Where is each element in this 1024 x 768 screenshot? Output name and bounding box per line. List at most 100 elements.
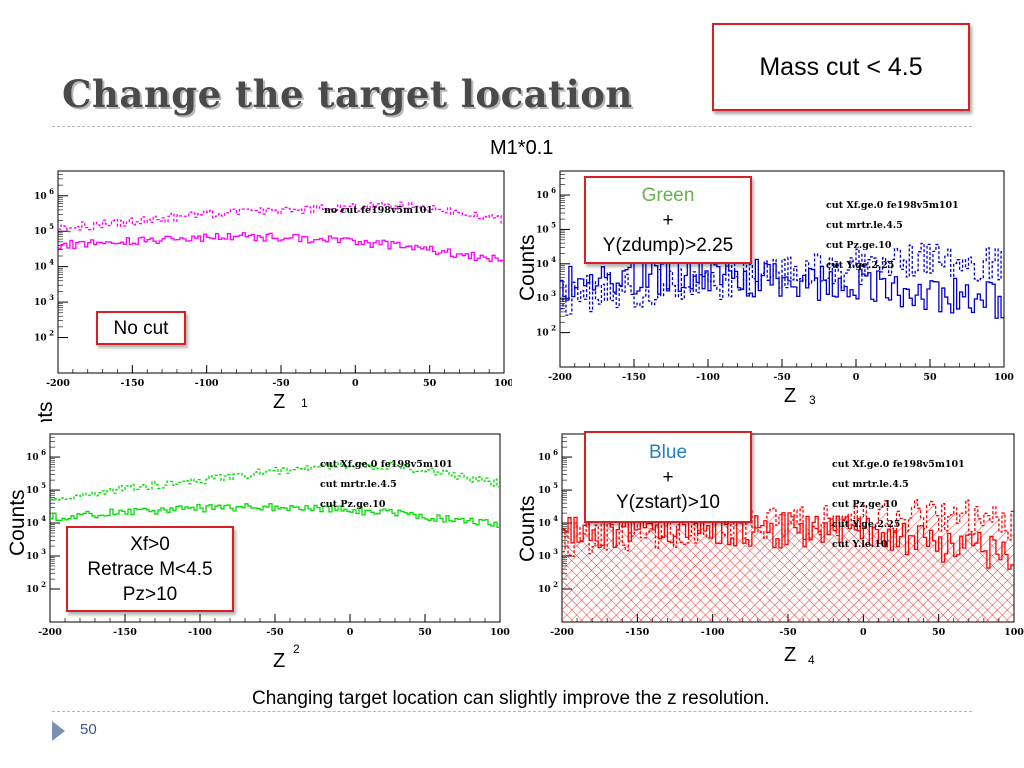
y-tick-label: 10 5 [536,220,556,235]
conclusion-text: Changing target location can slightly im… [252,688,770,709]
y-axis-label: Counts [6,489,29,556]
cut-note-box: No cut [96,311,186,345]
x-tick-label: -150 [113,627,137,638]
cut-note-line: No cut [113,317,169,339]
x-tick-label: 0 [352,378,359,389]
legend-entry: cut Y.le.10 [832,539,888,550]
legend-entry: cut mrtr.le.4.5 [320,479,397,490]
page-number: 50 [80,721,97,738]
x-tick-label: -150 [625,627,649,638]
y-tick-label: 10 2 [34,329,54,344]
cut-note-line: Blue [648,441,688,463]
y-tick-label: 10 5 [34,222,54,237]
x-tick-label: 50 [932,627,946,638]
y-tick-label: 10 2 [536,324,556,339]
x-axis-label: Z [273,391,286,413]
x-tick-label: -200 [550,627,574,638]
y-axis-label: Counts [516,495,539,562]
y-tick-label: 10 6 [538,448,558,463]
histogram-series-2 [50,503,500,529]
x-tick-label: -100 [701,627,725,638]
cut-note-box: Xf>0 Retrace M<4.5 Pz>10 [66,526,234,612]
x-tick-label: 0 [860,627,867,638]
cut-note-line: Xf>0 [130,533,170,555]
x-tick-label: -50 [773,372,791,383]
mass-cut-box: Mass cut < 4.5 [712,23,970,111]
panel-index: 2 [293,642,300,656]
x-tick-label: 50 [418,627,432,638]
histogram-series-1 [50,461,500,501]
x-axis-label: Z [784,644,797,666]
y-tick-label: 10 2 [538,580,558,595]
histogram-panel-3: -200 -150 -100 -50 0 50 100 10 2 10 3 10 4 10 5 10 … [512,163,1016,407]
legend-entry: cut Pz.ge.10 [320,499,386,510]
legend-entry: cut mrtr.le.4.5 [826,220,903,231]
y-tick-label: 10 5 [538,481,558,496]
legend-entry: cut Pz.ge.10 [832,499,898,510]
x-tick-label: 0 [853,372,860,383]
histogram-plot-1: -200 -150 -100 -50 0 50 100 10 2 10 3 10 4 10 5 10 … [34,170,514,389]
cut-note-box: Blue + Y(zstart)>10 [584,431,752,523]
y-tick-label: 10 6 [536,186,556,201]
m1-label: M1*0.1 [490,137,554,159]
legend-entry: cut Xf.ge.0 fe198v5m101 [320,459,453,470]
histogram-series-1 [560,242,1004,316]
legend-entry: cut Y.ge.2.25 [826,260,894,271]
x-tick-label: -150 [622,372,646,383]
x-tick-label: 50 [923,372,937,383]
legend-entry: cut Xf.ge.0 fe198v5m101 [826,200,959,211]
page-title: Change the target location [62,72,633,116]
y-tick-label: 10 3 [538,547,558,562]
x-tick-label: -150 [120,378,144,389]
cut-note-line: + [662,209,674,231]
x-tick-label: 100 [494,378,514,389]
y-axis-label: Counts [516,234,539,301]
histogram-series-2 [560,257,1004,319]
x-tick-label: 0 [347,627,354,638]
x-tick-label: -100 [696,372,720,383]
play-arrow-icon [52,721,65,741]
x-tick-label: -50 [779,627,797,638]
histogram-panel-2: -200 -150 -100 -50 0 50 100 10 2 10 3 10 4 10 5 10 … [6,422,516,672]
cut-note-line: Pz>10 [122,583,178,605]
histogram-plot-4: -200 -150 -100 -50 0 50 100 10 2 10 3 10 4 10 5 10 … [538,433,1024,638]
cut-note-line: Y(zdump)>2.25 [602,234,734,256]
x-tick-label: 50 [423,378,437,389]
y-tick-label: 10 6 [26,448,46,463]
x-tick-label: -200 [548,372,572,383]
x-tick-label: 100 [1004,627,1024,638]
y-tick-label: 10 6 [34,187,54,202]
panel-index: 1 [301,396,308,410]
x-axis-label: Z [784,385,797,407]
x-tick-label: 100 [490,627,510,638]
x-tick-label: 100 [994,372,1014,383]
legend-entry: cut mrtr.le.4.5 [832,479,909,490]
cut-note-line: Y(zstart)>10 [615,491,720,513]
histogram-panel-1: -200 -150 -100 -50 0 50 100 10 2 10 3 10 4 10 5 10 … [28,163,516,468]
y-tick-label: 10 2 [26,580,46,595]
panel-index: 4 [808,653,815,667]
cut-note-line: + [662,466,674,488]
legend-entry: no cut fe198v5m101 [324,205,433,216]
histogram-fill-2 [562,510,1014,622]
x-tick-label: -100 [195,378,219,389]
histogram-panel-4: -200 -150 -100 -50 0 50 100 10 2 10 3 10 4 10 5 10 … [512,422,1024,670]
footer-divider [52,711,972,712]
x-axis-label: Z [273,650,286,672]
x-tick-label: -200 [46,378,70,389]
title-divider [52,126,972,127]
legend-entry: cut Xf.ge.0 fe198v5m101 [832,459,965,470]
legend-entry: cut Pz.ge.10 [826,240,892,251]
y-tick-label: 10 4 [538,514,558,529]
x-tick-label: -200 [38,627,62,638]
histogram-series-2 [58,232,504,263]
cut-note-box: Green + Y(zdump)>2.25 [584,176,752,264]
cut-note-line: Retrace M<4.5 [87,558,213,580]
x-tick-label: -100 [188,627,212,638]
x-tick-label: -50 [266,627,284,638]
panel-index: 3 [809,393,816,407]
x-tick-label: -50 [272,378,290,389]
y-tick-label: 10 3 [34,293,54,308]
